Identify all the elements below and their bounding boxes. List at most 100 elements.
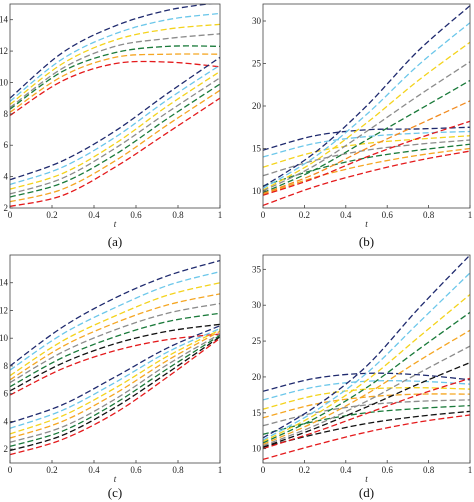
x-tick-label-d-6: 1: [468, 465, 473, 475]
x-tick-label-c-4: 0.6: [130, 465, 142, 475]
series-group-b: [263, 5, 470, 207]
y-tick-label-d-1: 10: [252, 444, 262, 454]
y-tick-label-d-2: 15: [252, 408, 262, 418]
y-tick-label-a-1: 2: [4, 203, 9, 213]
x-tick-label-b-3: 0.4: [340, 210, 352, 220]
y-tick-label-b-3: 20: [252, 101, 262, 111]
series-line-c-8: [10, 333, 220, 396]
series-line-d-3: [263, 387, 470, 410]
y-tick-label-b-1: 10: [252, 186, 262, 196]
x-tick-label-b-2: 0.2: [299, 210, 310, 220]
series-line-a-9: [10, 64, 220, 186]
series-line-d-10: [263, 272, 470, 441]
series-line-a-13: [10, 89, 220, 203]
x-tick-label-a-1: 0: [8, 210, 13, 220]
series-line-c-15: [10, 336, 220, 452]
x-tick-label-b-6: 1: [468, 210, 473, 220]
series-line-a-14: [10, 97, 220, 208]
y-tick-label-a-4: 8: [4, 109, 9, 119]
y-tick-label-c-3: 6: [4, 389, 9, 399]
series-line-c-10: [10, 327, 220, 429]
x-axis-label-d: t: [365, 474, 368, 484]
series-line-a-7: [10, 60, 220, 116]
x-axis-label-b: t: [365, 219, 368, 229]
series-line-a-5: [10, 45, 220, 110]
panel-caption-b: (b): [359, 234, 374, 249]
series-line-a-2: [10, 12, 220, 102]
y-tick-label-a-6: 12: [0, 46, 8, 56]
x-tick-label-a-5: 0.8: [172, 210, 184, 220]
series-line-d-8: [263, 414, 470, 461]
series-line-c-1: [10, 259, 220, 367]
series-line-d-9: [263, 255, 470, 439]
y-tick-label-b-2: 15: [252, 144, 262, 154]
x-tick-label-c-6: 1: [218, 465, 223, 475]
y-tick-label-a-7: 14: [0, 15, 9, 25]
series-line-b-14: [263, 120, 470, 196]
series-line-c-6: [10, 312, 220, 388]
x-tick-label-d-1: 0: [261, 465, 266, 475]
series-line-d-2: [263, 380, 470, 401]
x-tick-label-c-2: 0.2: [46, 465, 57, 475]
series-line-a-12: [10, 83, 220, 198]
y-tick-label-a-2: 4: [4, 172, 9, 182]
series-line-b-5: [263, 143, 470, 187]
series-line-c-7: [10, 323, 220, 392]
x-tick-label-c-1: 0: [8, 465, 13, 475]
series-line-b-12: [263, 79, 470, 194]
series-line-d-16: [263, 377, 470, 450]
series-group-c: [10, 259, 220, 456]
y-tick-label-c-4: 8: [4, 361, 9, 371]
series-group-d: [263, 255, 470, 461]
y-tick-label-b-4: 25: [252, 59, 262, 69]
series-line-d-11: [263, 293, 470, 443]
y-tick-label-a-5: 10: [0, 77, 9, 87]
series-line-c-16: [10, 337, 220, 456]
series-line-a-3: [10, 23, 220, 105]
series-line-c-13: [10, 333, 220, 443]
x-tick-label-d-5: 0.8: [423, 465, 435, 475]
series-group-a: [10, 4, 220, 208]
series-line-a-4: [10, 33, 220, 109]
series-line-d-6: [263, 404, 470, 435]
panel-caption-a: (a): [108, 234, 122, 249]
series-line-d-13: [263, 329, 470, 445]
y-tick-label-d-4: 25: [252, 336, 262, 346]
x-tick-label-c-3: 0.4: [88, 465, 100, 475]
series-line-c-11: [10, 329, 220, 435]
panel-caption-d: (d): [359, 485, 374, 500]
y-tick-label-c-6: 12: [0, 305, 8, 315]
series-line-b-9: [263, 22, 470, 190]
x-tick-label-d-2: 0.2: [299, 465, 310, 475]
x-tick-label-c-5: 0.8: [172, 465, 184, 475]
x-tick-label-b-4: 0.6: [382, 210, 394, 220]
x-tick-label-d-4: 0.6: [382, 465, 394, 475]
y-tick-label-c-7: 14: [0, 278, 9, 288]
series-line-b-1: [263, 126, 470, 151]
x-tick-label-a-3: 0.4: [88, 210, 100, 220]
series-line-b-3: [263, 135, 470, 168]
y-tick-label-d-5: 30: [252, 300, 262, 310]
x-axis-label-a: t: [114, 219, 117, 229]
series-line-c-5: [10, 302, 220, 384]
series-line-c-3: [10, 282, 220, 377]
series-line-d-12: [263, 311, 470, 444]
y-tick-label-d-6: 35: [252, 264, 262, 274]
series-line-a-10: [10, 70, 220, 190]
panel-caption-c: (c): [108, 485, 122, 500]
series-line-b-7: [263, 150, 470, 207]
series-line-d-14: [263, 345, 470, 447]
series-line-c-2: [10, 271, 220, 371]
series-line-a-1: [10, 4, 214, 99]
series-line-c-14: [10, 334, 220, 447]
panel-b: 0 0.2 0.4 0.6 0.8 1 10 15 20 25 30 t (b): [252, 3, 473, 249]
y-tick-label-c-5: 10: [0, 333, 9, 343]
x-axis-label-c: t: [114, 474, 117, 484]
series-line-b-11: [263, 61, 470, 192]
series-line-b-8: [263, 5, 470, 188]
series-line-d-5: [263, 399, 470, 427]
series-line-a-8: [10, 56, 220, 181]
